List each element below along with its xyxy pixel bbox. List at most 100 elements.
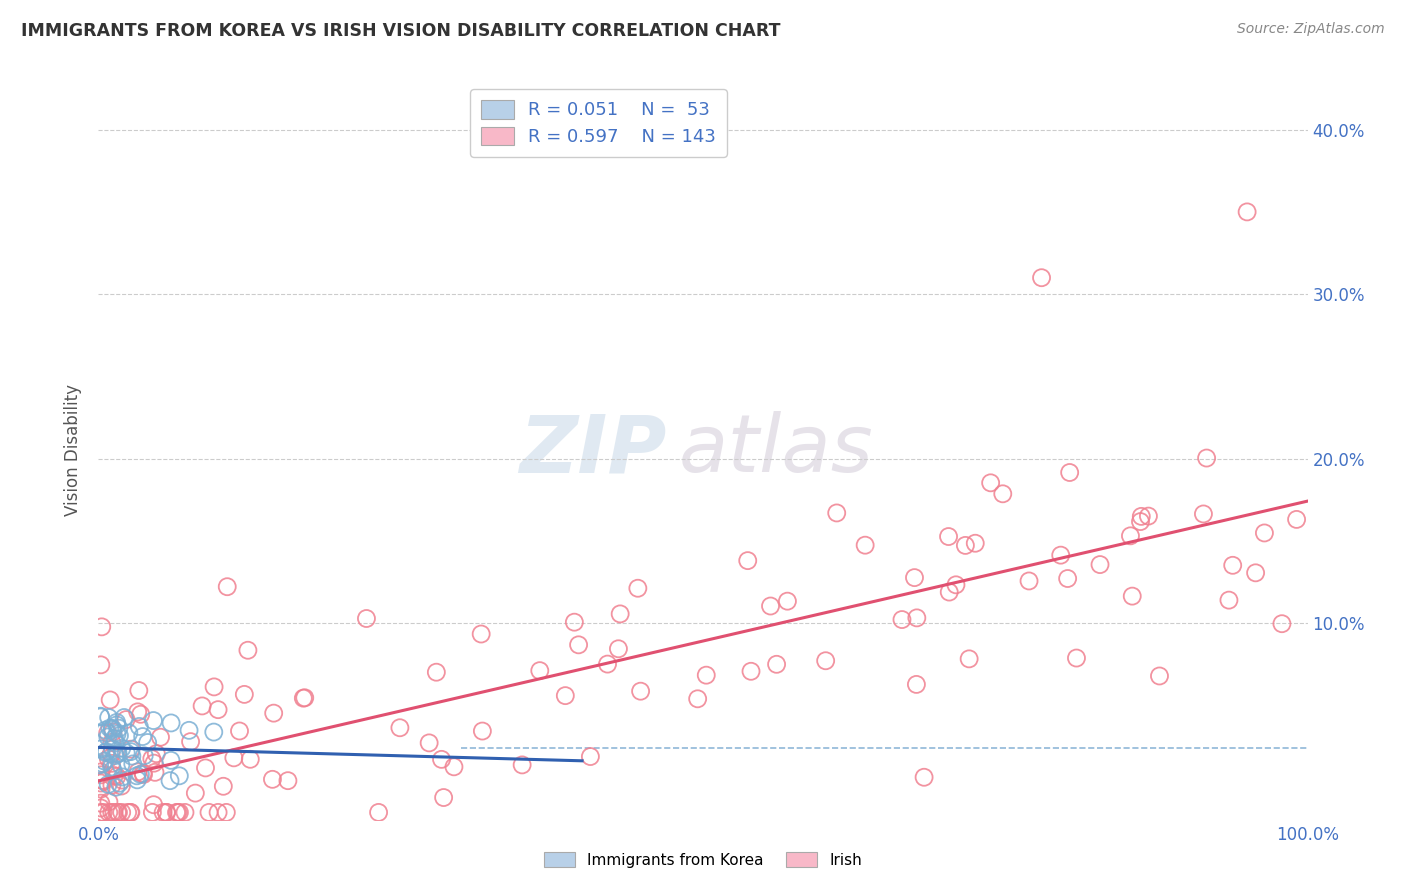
Point bbox=[90, 768, 112, 782]
Point bbox=[554, 689, 576, 703]
Point bbox=[90, 801, 112, 815]
Point bbox=[107, 746, 129, 760]
Point bbox=[152, 805, 174, 820]
Point bbox=[111, 805, 134, 820]
Legend: Immigrants from Korea, Irish: Immigrants from Korea, Irish bbox=[537, 844, 869, 875]
Point bbox=[166, 805, 188, 820]
Point bbox=[1066, 651, 1088, 665]
Point bbox=[1129, 515, 1152, 529]
Point bbox=[1018, 574, 1040, 588]
Point bbox=[110, 757, 132, 772]
Point bbox=[159, 773, 181, 788]
Point bbox=[108, 721, 131, 735]
Point bbox=[107, 747, 129, 761]
Point bbox=[814, 654, 837, 668]
Point bbox=[945, 578, 967, 592]
Point bbox=[105, 715, 128, 730]
Point bbox=[191, 698, 214, 713]
Point bbox=[132, 767, 155, 781]
Point bbox=[101, 725, 124, 739]
Point bbox=[90, 782, 112, 797]
Point bbox=[294, 690, 316, 705]
Point bbox=[177, 723, 200, 738]
Point bbox=[957, 652, 980, 666]
Point bbox=[101, 735, 124, 749]
Point bbox=[149, 730, 172, 744]
Point bbox=[121, 749, 143, 764]
Point bbox=[1130, 509, 1153, 524]
Point bbox=[184, 786, 207, 800]
Point bbox=[263, 706, 285, 720]
Text: ZIP: ZIP bbox=[519, 411, 666, 490]
Point bbox=[1031, 270, 1053, 285]
Point bbox=[212, 779, 235, 793]
Point bbox=[91, 756, 114, 771]
Point bbox=[228, 723, 250, 738]
Point bbox=[1049, 548, 1071, 562]
Point bbox=[120, 805, 142, 820]
Point bbox=[215, 805, 238, 820]
Point bbox=[630, 684, 652, 698]
Point bbox=[89, 709, 111, 723]
Point bbox=[471, 724, 494, 739]
Point bbox=[1195, 451, 1218, 466]
Point bbox=[277, 773, 299, 788]
Point bbox=[388, 721, 411, 735]
Point bbox=[160, 715, 183, 730]
Point bbox=[156, 805, 179, 820]
Point bbox=[101, 778, 124, 792]
Point bbox=[143, 756, 166, 771]
Point bbox=[97, 752, 120, 766]
Point bbox=[108, 776, 131, 790]
Point bbox=[425, 665, 447, 680]
Point bbox=[112, 710, 135, 724]
Point bbox=[101, 741, 124, 756]
Point bbox=[607, 641, 630, 656]
Point bbox=[980, 475, 1002, 490]
Point bbox=[90, 805, 112, 820]
Point bbox=[233, 687, 256, 701]
Point bbox=[101, 723, 124, 737]
Point bbox=[955, 538, 977, 552]
Point bbox=[127, 705, 149, 719]
Point bbox=[207, 805, 229, 820]
Point bbox=[160, 753, 183, 767]
Point bbox=[90, 742, 112, 756]
Point bbox=[1271, 616, 1294, 631]
Point bbox=[90, 796, 112, 810]
Point bbox=[759, 599, 782, 613]
Point bbox=[125, 769, 148, 783]
Point bbox=[93, 774, 115, 789]
Point bbox=[101, 805, 124, 820]
Point bbox=[433, 790, 456, 805]
Point bbox=[853, 538, 876, 552]
Point bbox=[101, 763, 124, 777]
Point bbox=[118, 726, 141, 740]
Point bbox=[222, 751, 245, 765]
Point bbox=[217, 580, 239, 594]
Point bbox=[143, 765, 166, 780]
Point bbox=[94, 746, 117, 760]
Point bbox=[1218, 593, 1240, 607]
Point bbox=[1059, 466, 1081, 480]
Point bbox=[166, 805, 188, 820]
Point bbox=[155, 805, 177, 820]
Point bbox=[98, 721, 121, 735]
Point bbox=[1236, 205, 1258, 219]
Text: atlas: atlas bbox=[679, 411, 873, 490]
Point bbox=[91, 773, 114, 788]
Point bbox=[141, 752, 163, 766]
Point bbox=[97, 726, 120, 740]
Point bbox=[292, 691, 315, 706]
Point bbox=[1149, 669, 1171, 683]
Point bbox=[202, 680, 225, 694]
Point bbox=[97, 777, 120, 791]
Point bbox=[89, 757, 111, 772]
Point bbox=[1119, 529, 1142, 543]
Point bbox=[737, 554, 759, 568]
Point bbox=[236, 643, 259, 657]
Point bbox=[938, 585, 960, 599]
Point bbox=[356, 611, 378, 625]
Point bbox=[128, 719, 150, 733]
Point bbox=[120, 742, 142, 756]
